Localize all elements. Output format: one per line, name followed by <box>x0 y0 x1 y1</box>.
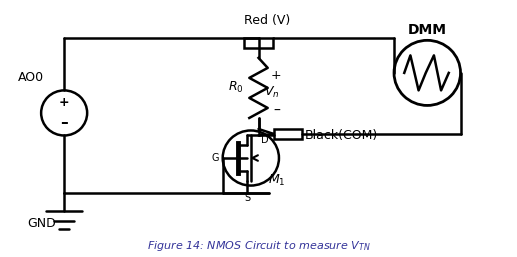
Text: +: + <box>271 69 282 82</box>
Text: S: S <box>244 193 250 203</box>
Text: GND: GND <box>27 217 55 230</box>
Text: DMM: DMM <box>408 23 447 37</box>
Text: G: G <box>211 153 219 163</box>
Circle shape <box>41 90 87 135</box>
Text: $R_0$: $R_0$ <box>227 80 244 95</box>
Text: +: + <box>59 96 69 109</box>
Text: Figure 14: NMOS Circuit to measure $V_{TN}$: Figure 14: NMOS Circuit to measure $V_{T… <box>147 239 370 253</box>
Circle shape <box>394 40 461 105</box>
Text: AO0: AO0 <box>18 71 44 84</box>
Bar <box>274 129 302 139</box>
Text: Red (V): Red (V) <box>244 14 291 27</box>
Circle shape <box>223 131 279 186</box>
Text: $V_n$: $V_n$ <box>264 85 279 100</box>
Text: Black(COM): Black(COM) <box>305 129 378 142</box>
Text: –: – <box>60 115 68 131</box>
Text: D: D <box>261 135 269 145</box>
Text: –: – <box>273 103 280 117</box>
Text: $M_1$: $M_1$ <box>268 173 285 188</box>
Bar <box>244 38 273 48</box>
